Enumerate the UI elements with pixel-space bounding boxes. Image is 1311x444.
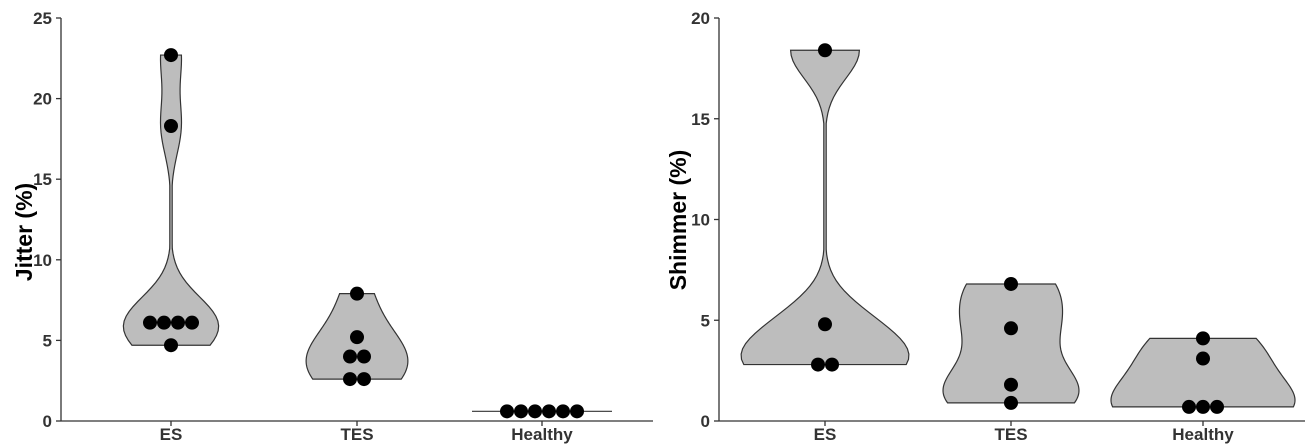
y-tick-label: 10 xyxy=(691,211,710,230)
x-tick-label: ES xyxy=(814,425,837,444)
shimmer-panel: Shimmer (%) 0 5 10 15 20 ES TES Healthy xyxy=(665,9,1305,444)
data-point-tes xyxy=(1004,377,1018,392)
y-tick-label: 0 xyxy=(701,412,710,431)
x-tick-label: TES xyxy=(340,425,373,444)
y-tick-label: 0 xyxy=(43,412,52,431)
violin-es xyxy=(122,54,220,346)
data-point-es xyxy=(157,315,171,330)
jitter-points xyxy=(143,48,584,419)
jitter-panel: Jitter (%) 0 5 10 15 20 25 ES TES Healthy xyxy=(11,9,653,444)
data-point-es xyxy=(185,315,199,330)
data-point-tes xyxy=(1004,395,1018,410)
y-tick-label: 5 xyxy=(701,311,710,330)
y-tick-label: 5 xyxy=(43,331,52,350)
y-tick-label: 20 xyxy=(33,90,52,109)
y-tick-label: 20 xyxy=(691,9,710,28)
data-point-es xyxy=(818,43,832,58)
violin-es xyxy=(740,49,910,366)
data-point-tes xyxy=(343,372,357,387)
jitter-y-tick-labels: 0 5 10 15 20 25 xyxy=(33,9,61,431)
y-tick-label: 10 xyxy=(33,251,52,270)
shimmer-y-axis-title: Shimmer (%) xyxy=(665,150,691,291)
data-point-es xyxy=(164,338,178,353)
data-point-es xyxy=(164,119,178,134)
violin-tes xyxy=(942,283,1080,404)
data-point-healthy xyxy=(556,404,570,419)
data-point-healthy xyxy=(570,404,584,419)
data-point-tes xyxy=(1004,276,1018,291)
x-tick-label: Healthy xyxy=(511,425,573,444)
y-tick-label: 15 xyxy=(33,170,52,189)
data-point-tes xyxy=(343,349,357,364)
shimmer-x-tick-labels: ES TES Healthy xyxy=(814,421,1234,444)
data-point-tes xyxy=(1004,321,1018,336)
data-point-healthy xyxy=(514,404,528,419)
data-point-healthy xyxy=(1196,351,1210,366)
shimmer-y-tick-labels: 0 5 10 15 20 xyxy=(691,9,719,431)
data-point-tes xyxy=(357,349,371,364)
data-point-tes xyxy=(357,372,371,387)
violin-healthy xyxy=(1110,337,1296,408)
data-point-tes xyxy=(350,330,364,345)
shimmer-points xyxy=(811,43,1224,414)
data-point-es xyxy=(143,315,157,330)
data-point-es xyxy=(818,317,832,332)
y-tick-label: 25 xyxy=(33,9,52,28)
data-point-healthy xyxy=(1182,399,1196,414)
data-point-es xyxy=(825,357,839,372)
data-point-es xyxy=(171,315,185,330)
x-tick-label: TES xyxy=(994,425,1027,444)
data-point-healthy xyxy=(528,404,542,419)
data-point-healthy xyxy=(1196,399,1210,414)
data-point-tes xyxy=(350,286,364,301)
x-tick-label: ES xyxy=(160,425,183,444)
jitter-x-tick-labels: ES TES Healthy xyxy=(160,421,573,444)
x-tick-label: Healthy xyxy=(1172,425,1234,444)
shimmer-violins xyxy=(740,49,1296,408)
jitter-y-axis-title: Jitter (%) xyxy=(11,183,37,281)
y-tick-label: 15 xyxy=(691,110,710,129)
data-point-healthy xyxy=(500,404,514,419)
data-point-healthy xyxy=(542,404,556,419)
data-point-healthy xyxy=(1210,399,1224,414)
data-point-es xyxy=(164,48,178,63)
data-point-es xyxy=(811,357,825,372)
data-point-healthy xyxy=(1196,331,1210,346)
